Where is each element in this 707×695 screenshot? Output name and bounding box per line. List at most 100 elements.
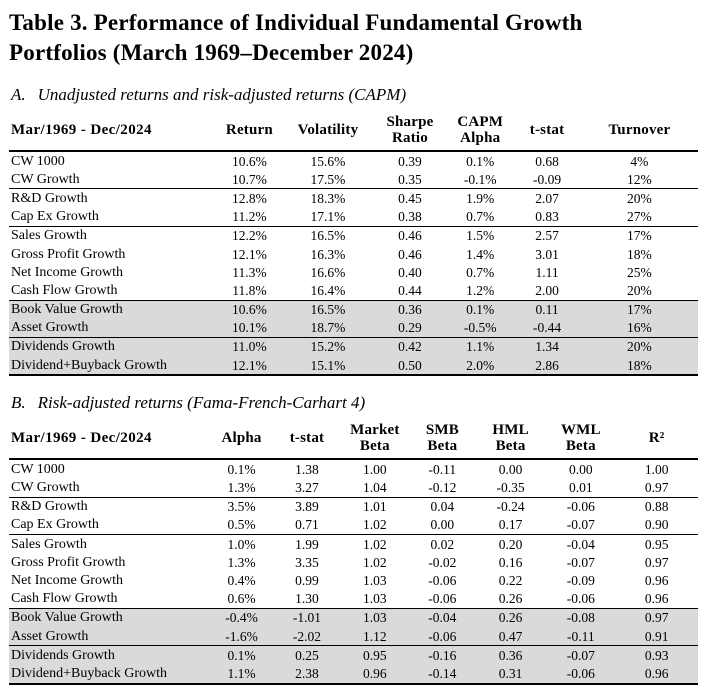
value-cell: 17.5% — [310, 171, 346, 187]
panel-a-heading-text: Unadjusted returns and risk-adjusted ret… — [37, 85, 407, 104]
table-row: CW Growth 1.3% 3.27 1.04 -0.12 -0.35 0.01 0.97 — [9, 478, 698, 497]
value-cell: -0.16 — [428, 647, 457, 663]
value-cell: 0.99 — [295, 572, 319, 588]
period-column-header: Mar/1969 - Dec/2024 — [11, 430, 152, 447]
value-cell: 18% — [627, 357, 652, 373]
value-cell: 3.27 — [295, 480, 319, 496]
value-cell: 0.00 — [430, 517, 455, 533]
value-cell: -0.04 — [428, 610, 457, 626]
column-header: R² — [648, 430, 665, 447]
value-cell: 1.03 — [363, 591, 387, 607]
value-cell: -0.02 — [428, 554, 457, 570]
row-label: CW Growth — [11, 480, 80, 496]
value-cell: 16.3% — [310, 246, 346, 262]
value-cell: -0.35 — [496, 480, 525, 496]
value-cell: 15.2% — [310, 339, 346, 355]
table-row: Sales Growth 1.0% 1.99 1.02 0.02 0.20 -0.04 0.9… — [9, 534, 698, 554]
panel-b-heading: B. Risk-adjusted returns (Fama-French-Car… — [11, 393, 698, 412]
value-cell: 0.7% — [466, 209, 495, 225]
column-header: Return — [225, 122, 273, 138]
value-cell: 0.7% — [466, 264, 495, 280]
value-cell: 1.1% — [466, 339, 495, 355]
value-cell: -0.07 — [566, 517, 595, 533]
value-cell: 0.00 — [569, 461, 593, 477]
value-cell: 0.36 — [498, 647, 523, 663]
value-cell: 0.83 — [535, 209, 559, 225]
value-cell: -0.04 — [566, 536, 595, 552]
table-row: CW 1000 0.1% 1.38 1.00 -0.11 0.00 0.00 1.00 — [9, 459, 698, 478]
value-cell: -1.6% — [225, 628, 258, 644]
column-header: t-stat — [289, 430, 325, 447]
panel-a-table: Mar/1969 - Dec/2024 Return Volatility Sharp… — [9, 111, 698, 377]
value-cell: 1.02 — [363, 554, 387, 570]
value-cell: 1.04 — [363, 480, 387, 496]
value-cell: 16.5% — [310, 302, 346, 318]
value-cell: -0.06 — [428, 572, 457, 588]
value-cell: 10.6% — [232, 302, 267, 318]
value-cell: 18.3% — [310, 190, 346, 206]
header-row: Mar/1969 - Dec/2024 Return Volatility Sharp… — [9, 111, 698, 151]
table-row: R&D Growth 12.8% 18.3% 0.45 1.9% 2.07 20% — [9, 188, 698, 208]
value-cell: 2.57 — [535, 228, 559, 244]
value-cell: 0.22 — [498, 572, 523, 588]
value-cell: 0.97 — [644, 480, 669, 496]
value-cell: 16% — [627, 320, 652, 336]
value-cell: 0.00 — [498, 461, 523, 477]
value-cell: 2.00 — [535, 282, 559, 298]
value-cell: 1.3% — [227, 480, 256, 496]
value-cell: -0.44 — [533, 320, 562, 336]
value-cell: -2.02 — [292, 628, 322, 644]
value-cell: 1.4% — [466, 246, 495, 262]
value-cell: 1.02 — [363, 536, 387, 552]
value-cell: 2.38 — [295, 665, 319, 681]
value-cell: 12.8% — [232, 190, 267, 206]
row-label: CW 1000 — [11, 461, 65, 477]
value-cell: 25% — [627, 264, 652, 280]
table-row: Gross Profit Growth 1.3% 3.35 1.02 -0.02 0.16… — [9, 553, 698, 571]
value-cell: 1.11 — [535, 264, 559, 280]
value-cell: 0.50 — [398, 357, 422, 373]
table-row: Dividends Growth 0.1% 0.25 0.95 -0.16 0.36 -0.… — [9, 645, 698, 665]
value-cell: 1.2% — [466, 282, 495, 298]
value-cell: 0.46 — [398, 228, 422, 244]
table-row: Book Value Growth -0.4% -1.01 1.03 -0.04 0.26… — [9, 608, 698, 627]
value-cell: 0.6% — [227, 591, 256, 607]
value-cell: 0.04 — [430, 499, 455, 515]
row-label: Sales Growth — [11, 228, 87, 244]
table-row: Cash Flow Growth 11.8% 16.4% 0.44 1.2% 2.00 20… — [9, 281, 698, 300]
value-cell: 3.89 — [295, 499, 319, 515]
table-row: Dividends Growth 11.0% 15.2% 0.42 1.1% 1.34 20… — [9, 337, 698, 357]
value-cell: -1.01 — [292, 610, 322, 626]
value-cell: 1.99 — [295, 536, 319, 552]
value-cell: -0.07 — [566, 554, 595, 570]
value-cell: 0.26 — [498, 591, 523, 607]
panel-b: B. Risk-adjusted returns (Fama-French-Car… — [9, 393, 698, 685]
value-cell: 0.1% — [227, 461, 256, 477]
value-cell: 1.00 — [644, 461, 669, 477]
table-row: CW Growth 10.7% 17.5% 0.35 -0.1% -0.09 12% — [9, 170, 698, 189]
table-row: Book Value Growth 10.6% 16.5% 0.36 0.1% 0.11 1… — [9, 300, 698, 319]
row-label: Gross Profit Growth — [11, 554, 126, 570]
value-cell: 1.1% — [227, 665, 256, 681]
value-cell: 2.86 — [535, 357, 559, 373]
value-cell: 1.38 — [295, 461, 319, 477]
value-cell: 3.01 — [535, 246, 559, 262]
value-cell: 0.1% — [466, 153, 495, 169]
value-cell: 0.46 — [398, 246, 422, 262]
value-cell: 20% — [627, 282, 652, 298]
value-cell: 0.42 — [398, 339, 422, 355]
table-title: Table 3. Performance of Individual Funda… — [9, 10, 583, 65]
value-cell: 0.1% — [227, 647, 256, 663]
column-header: Sharpe Ratio — [386, 114, 434, 146]
value-cell: 0.1% — [466, 302, 495, 318]
table-row: Dividend+Buyback Growth 12.1% 15.1% 0.50 2.0… — [9, 356, 698, 376]
value-cell: 0.17 — [498, 517, 523, 533]
column-header: Alpha — [221, 430, 262, 447]
value-cell: 12% — [627, 171, 652, 187]
row-label: Gross Profit Growth — [11, 246, 126, 262]
table-row: Net Income Growth 0.4% 0.99 1.03 -0.06 0.22 -0… — [9, 571, 698, 589]
value-cell: 0.91 — [644, 628, 669, 644]
row-label: Dividend+Buyback Growth — [11, 665, 168, 681]
value-cell: 12.2% — [232, 228, 267, 244]
value-cell: 0.5% — [227, 517, 256, 533]
